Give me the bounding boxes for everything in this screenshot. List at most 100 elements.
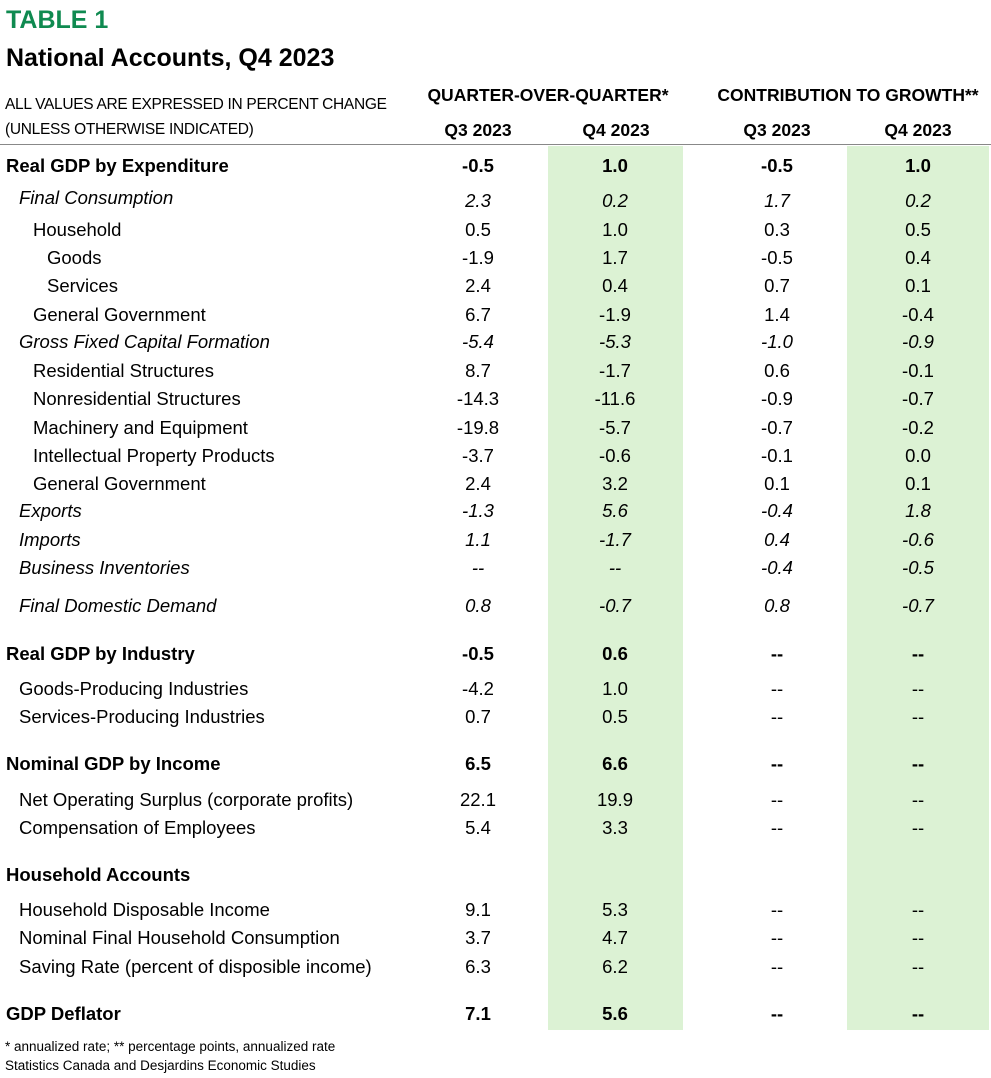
cell-contrib-q3: 1.4 xyxy=(764,304,790,325)
cell-qoq-q3: 1.1 xyxy=(465,529,491,550)
row-label: General Government xyxy=(33,304,206,325)
table-row: Goods-Producing Industries -4.2 1.0 -- -- xyxy=(0,678,991,706)
row-label: Real GDP by Industry xyxy=(6,643,195,664)
cell-qoq-q3: 6.7 xyxy=(465,304,491,325)
cell-contrib-q4: -0.1 xyxy=(902,360,934,381)
cell-contrib-q4: -- xyxy=(911,817,925,838)
cell-contrib-q3: -- xyxy=(770,678,784,699)
cell-contrib-q4: -- xyxy=(911,678,925,699)
cell-qoq-q3: -14.3 xyxy=(456,388,500,409)
row-label: Goods-Producing Industries xyxy=(19,678,249,699)
cell-contrib-q4: -0.6 xyxy=(902,529,934,550)
cell-qoq-q3: 6.5 xyxy=(465,753,491,774)
column-header-qoq-q4: Q4 2023 xyxy=(582,120,650,140)
row-label: Final Domestic Demand xyxy=(19,595,217,616)
row-label: Net Operating Surplus (corporate profits… xyxy=(19,789,354,810)
table-row: Nominal GDP by Income 6.5 6.6 -- -- xyxy=(0,753,991,781)
cell-contrib-q3: 0.8 xyxy=(764,595,790,616)
column-header-contrib-q4: Q4 2023 xyxy=(884,120,952,140)
row-label: Nominal Final Household Consumption xyxy=(19,927,340,948)
cell-qoq-q3: 7.1 xyxy=(465,1003,491,1024)
highlight-column-qoq-q4 xyxy=(548,146,683,1030)
cell-contrib-q3: 0.1 xyxy=(764,473,790,494)
cell-qoq-q4: -5.7 xyxy=(599,417,631,438)
units-note-line2: (UNLESS OTHERWISE INDICATED) xyxy=(5,121,254,138)
column-header-contrib-q3: Q3 2023 xyxy=(743,120,811,140)
cell-contrib-q4: 0.2 xyxy=(905,190,931,211)
row-label: Nominal GDP by Income xyxy=(6,753,221,774)
table-label: TABLE 1 xyxy=(6,6,109,34)
cell-contrib-q4: 0.4 xyxy=(905,247,931,268)
table-row: Net Operating Surplus (corporate profits… xyxy=(0,789,991,817)
table-row: General Government 6.7 -1.9 1.4 -0.4 xyxy=(0,304,991,332)
cell-contrib-q4: -0.7 xyxy=(902,388,934,409)
cell-contrib-q4: 1.0 xyxy=(905,155,931,176)
cell-qoq-q3: 0.7 xyxy=(465,706,491,727)
cell-contrib-q3: -- xyxy=(770,956,784,977)
row-label: Nonresidential Structures xyxy=(33,388,241,409)
cell-qoq-q4: -11.6 xyxy=(594,388,636,409)
cell-qoq-q4: 0.6 xyxy=(602,643,628,664)
row-label: Final Consumption xyxy=(19,187,174,208)
cell-contrib-q3: -- xyxy=(770,817,784,838)
cell-qoq-q3: -1.9 xyxy=(462,247,494,268)
cell-qoq-q3: -3.7 xyxy=(462,445,494,466)
table-row: Services 2.4 0.4 0.7 0.1 xyxy=(0,275,991,303)
row-label: General Government xyxy=(33,473,206,494)
cell-contrib-q3: -- xyxy=(770,927,784,948)
cell-contrib-q3: -0.5 xyxy=(761,155,793,176)
cell-contrib-q3: 0.7 xyxy=(764,275,790,296)
cell-contrib-q4: -- xyxy=(911,753,925,774)
table-row: Services-Producing Industries 0.7 0.5 -- -- xyxy=(0,706,991,734)
cell-qoq-q4: 5.6 xyxy=(602,500,628,521)
cell-contrib-q4: -0.4 xyxy=(902,304,934,325)
cell-contrib-q3: -- xyxy=(770,789,784,810)
cell-qoq-q4: 3.2 xyxy=(602,473,628,494)
cell-qoq-q3: 0.8 xyxy=(465,595,491,616)
cell-qoq-q3: 2.3 xyxy=(465,190,491,211)
cell-contrib-q4: -- xyxy=(911,1003,925,1024)
cell-contrib-q3: -0.5 xyxy=(761,247,793,268)
cell-contrib-q3: -0.4 xyxy=(761,557,793,578)
cell-contrib-q3: -0.1 xyxy=(761,445,793,466)
cell-qoq-q4: -5.3 xyxy=(599,331,631,352)
cell-qoq-q4: 0.2 xyxy=(602,190,628,211)
cell-contrib-q4: 0.5 xyxy=(905,219,931,240)
cell-qoq-q4: 1.7 xyxy=(602,247,628,268)
cell-qoq-q3: 3.7 xyxy=(465,927,491,948)
cell-qoq-q3: -- xyxy=(471,557,485,578)
row-label: Services-Producing Industries xyxy=(19,706,265,727)
cell-qoq-q4: 5.6 xyxy=(602,1003,628,1024)
cell-qoq-q3: -0.5 xyxy=(462,155,494,176)
cell-contrib-q3: 0.4 xyxy=(764,529,790,550)
table-row: Intellectual Property Products -3.7 -0.6 -0… xyxy=(0,445,991,473)
row-label: Machinery and Equipment xyxy=(33,417,248,438)
row-label: Household xyxy=(33,219,122,240)
row-label: Intellectual Property Products xyxy=(33,445,275,466)
cell-contrib-q4: 0.1 xyxy=(905,473,931,494)
cell-contrib-q4: -0.2 xyxy=(902,417,934,438)
cell-qoq-q4: 1.0 xyxy=(602,678,628,699)
column-header-qoq-q3: Q3 2023 xyxy=(444,120,512,140)
cell-contrib-q3: -- xyxy=(770,899,784,920)
row-label: GDP Deflator xyxy=(6,1003,121,1024)
cell-contrib-q3: -0.9 xyxy=(761,388,793,409)
cell-qoq-q4: 19.9 xyxy=(596,789,633,810)
cell-contrib-q3: -- xyxy=(770,753,784,774)
cell-qoq-q4: -0.6 xyxy=(599,445,631,466)
table-row: Household Accounts xyxy=(0,864,991,892)
cell-contrib-q3: 0.3 xyxy=(764,219,790,240)
cell-qoq-q4: -1.7 xyxy=(599,529,631,550)
cell-contrib-q3: -0.4 xyxy=(761,500,793,521)
cell-qoq-q3: 2.4 xyxy=(465,473,491,494)
cell-qoq-q3: 0.5 xyxy=(465,219,491,240)
cell-qoq-q4: 1.0 xyxy=(602,219,628,240)
cell-qoq-q4: 1.0 xyxy=(602,155,628,176)
table-row: Household 0.5 1.0 0.3 0.5 xyxy=(0,219,991,247)
row-label: Saving Rate (percent of disposible incom… xyxy=(19,956,372,977)
row-label: Business Inventories xyxy=(19,557,190,578)
cell-contrib-q4: -- xyxy=(911,706,925,727)
row-label: Exports xyxy=(19,500,82,521)
cell-contrib-q3: -- xyxy=(770,1003,784,1024)
table-row: General Government 2.4 3.2 0.1 0.1 xyxy=(0,473,991,501)
